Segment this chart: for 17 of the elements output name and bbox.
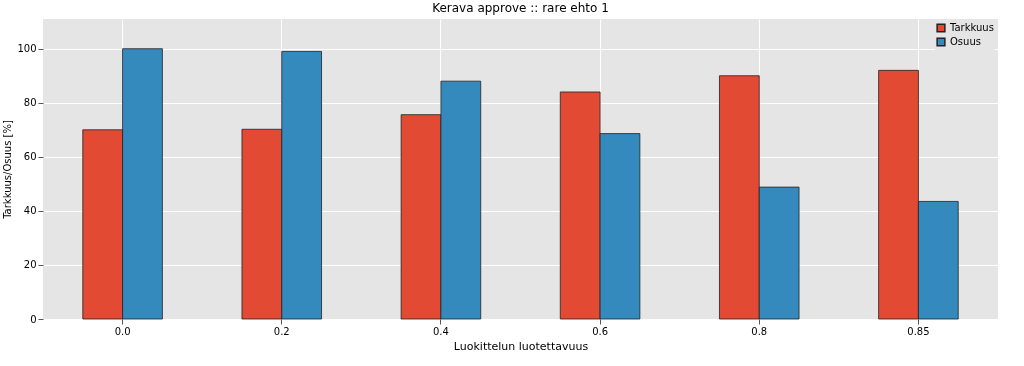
x-tick-label: 0.2 [273,325,290,337]
y-tick-label: 0 [30,313,37,325]
chart-title: Kerava approve :: rare ehto 1 [432,1,609,15]
y-tick-label: 100 [17,43,37,55]
legend-label: Tarkkuus [949,22,994,33]
y-tick-label: 60 [23,151,37,163]
x-tick-label: 0.6 [592,325,609,337]
legend-label: Osuus [950,36,981,47]
x-axis-title: Luokittelun luotettavuus [453,339,589,353]
y-tick-label: 20 [23,259,37,271]
x-tick-label: 0.8 [751,325,768,337]
x-tick-label: 0.0 [114,325,131,337]
y-tick-label: 40 [23,205,37,217]
x-tick-label: 0.85 [907,325,930,337]
x-tick-label: 0.4 [432,325,449,337]
y-tick-label: 80 [23,97,37,109]
y-axis-title: Tarkkuus/Osuus [%] [2,120,14,220]
